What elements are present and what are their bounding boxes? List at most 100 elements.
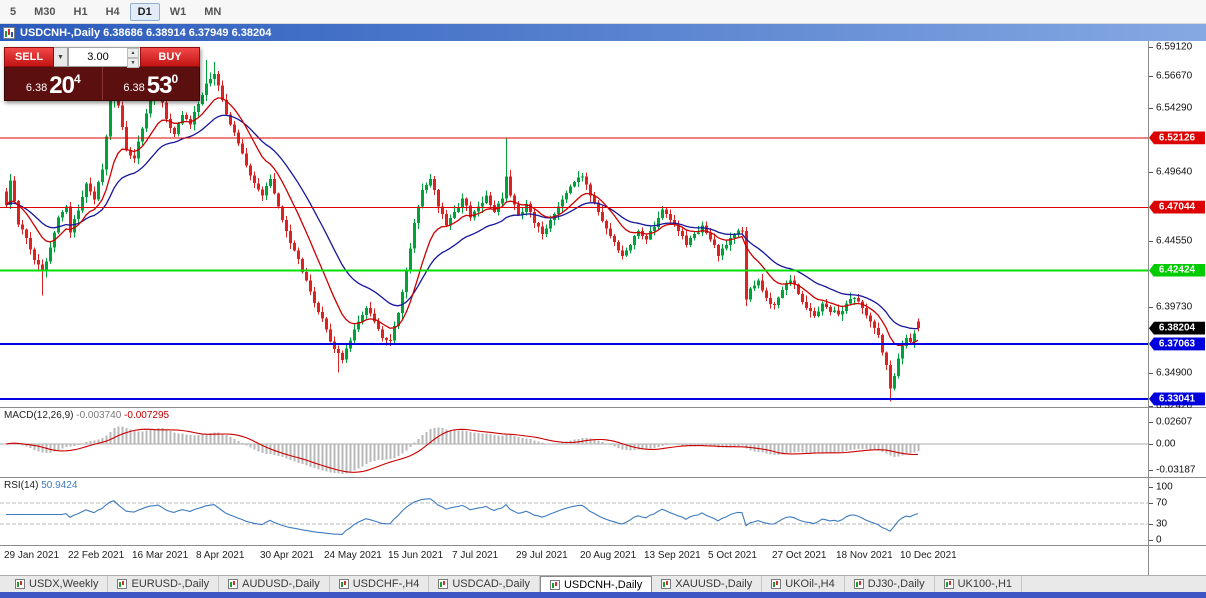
axis-tick	[1149, 47, 1153, 48]
tab-dj30[interactable]: DJ30-,Daily	[845, 576, 935, 592]
tab-audusd[interactable]: AUDUSD-,Daily	[219, 576, 330, 592]
macd-chart[interactable]	[0, 408, 1148, 477]
price-badge: 6.37063	[1149, 337, 1205, 351]
axis-tick	[1149, 503, 1153, 504]
timeframe-button-d1[interactable]: D1	[129, 2, 160, 21]
date-axis[interactable]: 29 Jan 2021 22 Feb 2021 16 Mar 2021 8 Apr 2…	[0, 546, 1206, 575]
price-label: 6.59120	[1156, 41, 1193, 53]
rsi-indicator-label: RSI(14) 50.9424	[4, 480, 77, 491]
tab-label: EURUSD-,Daily	[131, 578, 210, 590]
tab-label: DJ30-,Daily	[867, 578, 925, 590]
tab-label: USDCAD-,Daily	[452, 578, 530, 590]
timeframe-button-w1[interactable]: W1	[169, 5, 187, 18]
axis-tick	[1149, 373, 1153, 375]
candlestick-chart[interactable]	[0, 41, 1148, 407]
rsi-value: 50.9424	[41, 480, 78, 491]
tab-label: UKOil-,H4	[785, 578, 835, 590]
sell-button[interactable]: SELL	[4, 47, 54, 67]
chevron-down-icon: ▼	[57, 53, 64, 61]
sell-price-pip: 4	[73, 72, 81, 86]
tab-usdx[interactable]: USDX,Weekly	[6, 576, 109, 592]
axis-tick	[1149, 422, 1153, 424]
volume-spinner: ▲ ▼	[127, 48, 139, 68]
rsi-axis-label: 100	[1156, 481, 1173, 493]
rsi-axis: 100 70 30 0	[1148, 478, 1206, 545]
rsi-name: RSI(14)	[4, 480, 39, 491]
tab-label: XAUUSD-,Daily	[675, 578, 753, 590]
price-badge: 6.38204	[1149, 321, 1205, 335]
date-label: 24 May 2021	[324, 550, 382, 561]
date-label: 10 Dec 2021	[900, 550, 957, 561]
timeframe-button-h4[interactable]: H4	[105, 5, 120, 18]
axis-tick	[1149, 470, 1153, 472]
volume-box: ▲ ▼	[68, 47, 140, 68]
timeframe-button-5[interactable]: 5	[10, 5, 17, 18]
tab-eurusd[interactable]: EURUSD-,Daily	[108, 576, 220, 592]
tab-usdchf[interactable]: USDCHF-,H4	[330, 576, 430, 592]
axis-tick	[1149, 108, 1153, 110]
axis-tick	[1149, 406, 1153, 407]
price-badge: 6.52126	[1149, 131, 1205, 145]
chart-tab-icon	[438, 579, 449, 589]
one-click-trading-panel: SELL ▼ ▲ ▼ BUY 6.38 20 4	[4, 47, 200, 101]
tab-label: USDCNH-,Daily	[563, 578, 643, 591]
axis-tick	[1149, 487, 1153, 489]
sell-price-display[interactable]: 6.38 20 4	[5, 67, 102, 100]
buy-button[interactable]: BUY	[140, 47, 200, 67]
price-axis[interactable]: 6.59120 6.56670 6.54290 6.49640 6.44550 6.397…	[1148, 41, 1206, 412]
sell-price-big: 20	[49, 72, 75, 99]
date-axis-corner	[1148, 546, 1206, 575]
chart-window-title: USDCNH-,Daily 6.38686 6.38914 6.37949 6.…	[20, 26, 272, 39]
buy-price-display[interactable]: 6.38 53 0	[101, 67, 200, 100]
macd-signal-line	[5, 428, 919, 473]
volume-increase-button[interactable]: ▲	[127, 48, 139, 58]
chart-icon	[3, 26, 15, 39]
price-label: 6.39730	[1156, 301, 1193, 313]
date-label: 29 Jan 2021	[4, 550, 60, 561]
tab-label: UK100-,H1	[957, 578, 1013, 590]
timeframe-toolbar: 5 M30 H1 H4 D1 W1 MN	[0, 0, 1206, 24]
macd-axis-label: 0.02607	[1156, 416, 1193, 428]
macd-panel: MACD(12,26,9) -0.003740 -0.007295 0.0260…	[0, 408, 1206, 478]
timeframe-button-m30[interactable]: M30	[34, 5, 56, 18]
rsi-axis-label: 70	[1156, 497, 1168, 509]
tab-ukoil[interactable]: UKOil-,H4	[762, 576, 845, 592]
date-label: 30 Apr 2021	[260, 550, 314, 561]
tab-xauusd[interactable]: XAUUSD-,Daily	[652, 576, 763, 592]
timeframe-button-h1[interactable]: H1	[73, 5, 88, 18]
date-label: 20 Aug 2021	[580, 550, 637, 561]
chart-tab-icon	[943, 579, 954, 589]
price-label: 6.34900	[1156, 367, 1193, 379]
chart-tab-icon	[549, 579, 560, 590]
tab-label: USDX,Weekly	[29, 578, 99, 590]
rsi-chart[interactable]	[0, 478, 1148, 545]
buy-price-prefix: 6.38	[123, 82, 145, 94]
price-label: 6.49640	[1156, 166, 1193, 178]
tab-uk100[interactable]: UK100-,H1	[935, 576, 1023, 592]
macd-axis-label: -0.03187	[1156, 464, 1196, 476]
horizontal-levels[interactable]	[0, 137, 1148, 400]
tab-usdcnh[interactable]: USDCNH-,Daily	[539, 576, 653, 592]
axis-tick	[1149, 307, 1153, 309]
axis-tick	[1149, 241, 1153, 243]
tab-usdcad[interactable]: USDCAD-,Daily	[429, 576, 540, 592]
timeframe-button-mn[interactable]: MN	[204, 5, 222, 18]
volume-decrease-button[interactable]: ▼	[127, 58, 139, 68]
chart-tab-icon	[661, 579, 672, 589]
macd-indicator-label: MACD(12,26,9) -0.003740 -0.007295	[4, 410, 169, 421]
chart-tab-icon	[338, 579, 349, 589]
chart-title-bar[interactable]: USDCNH-,Daily 6.38686 6.38914 6.37949 6.…	[0, 24, 1206, 41]
date-label: 7 Jul 2021	[452, 550, 499, 561]
chart-tab-bar: USDX,Weekly EURUSD-,Daily AUDUSD-,Daily USD…	[0, 575, 1206, 592]
buy-price-pip: 0	[171, 72, 179, 86]
macd-axis: 0.02607 0.00 -0.03187	[1148, 408, 1206, 477]
date-label: 13 Sep 2021	[644, 550, 701, 561]
main-chart-panel: SELL ▼ ▲ ▼ BUY 6.38 20 4	[0, 41, 1206, 412]
volume-input[interactable]	[69, 48, 127, 66]
price-label: 6.32420	[1156, 400, 1193, 412]
date-label: 18 Nov 2021	[836, 550, 893, 561]
sell-options-dropdown[interactable]: ▼	[54, 47, 68, 67]
chart-tab-icon	[771, 579, 782, 589]
date-label: 5 Oct 2021	[708, 550, 757, 561]
